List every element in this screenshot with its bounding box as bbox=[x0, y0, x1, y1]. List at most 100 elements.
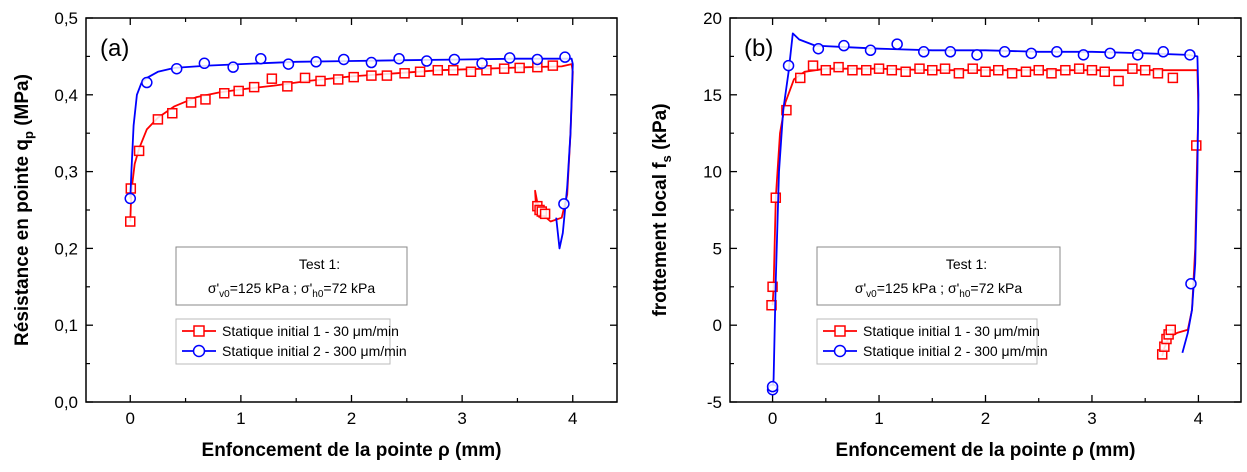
chart-a-y-tick-label: 0,5 bbox=[54, 9, 78, 28]
chart-b-x-tick-label: 1 bbox=[874, 409, 883, 428]
chart-b-series-1-marker bbox=[861, 64, 872, 76]
chart-b-series-2-marker bbox=[1077, 49, 1090, 61]
chart-a-series-2-marker bbox=[227, 61, 239, 73]
chart-a-series-1-marker bbox=[233, 85, 244, 97]
chart-a-series-2-marker bbox=[420, 55, 433, 67]
chart-b-series-1-marker bbox=[807, 60, 819, 71]
chart-b-series-1-marker bbox=[1046, 68, 1057, 79]
chart-a-series-1-marker bbox=[282, 81, 293, 92]
chart-b-series-2-marker bbox=[918, 46, 930, 58]
chart-a-series-1-marker bbox=[185, 97, 197, 108]
chart-b-series-1-marker bbox=[1073, 63, 1085, 74]
chart-b-info-line-2: σ'v0=125 kPa ; σ'h0=72 kPa bbox=[855, 280, 1023, 300]
chart-a-series-1-marker bbox=[348, 71, 359, 83]
chart-b-x-axis-title: Enfoncement de la pointe ρ (mm) bbox=[836, 440, 1136, 461]
chart-b-series-1-marker bbox=[1165, 324, 1176, 336]
chart-a-series-1-marker bbox=[547, 60, 559, 71]
chart-b-legend-marker-1 bbox=[834, 325, 846, 337]
chart-b-series-2-marker bbox=[891, 38, 903, 50]
chart-b-series-2-marker bbox=[1131, 49, 1144, 61]
chart-b-series-1-marker bbox=[833, 61, 844, 73]
chart-a-x-axis-title: Enfoncement de la pointe ρ (mm) bbox=[202, 440, 502, 461]
chart-a-series-1-marker bbox=[125, 216, 136, 227]
chart-a-series-2-marker bbox=[393, 52, 405, 65]
chart-b-series-1-marker bbox=[980, 66, 991, 78]
chart-a-series-2-marker bbox=[124, 192, 136, 205]
chart-b-series-2-marker bbox=[944, 46, 957, 58]
chart-b-series-1-marker bbox=[1191, 140, 1202, 151]
chart-a-info-line-1: Test 1: bbox=[299, 256, 340, 272]
chart-b-y-tick-label: 15 bbox=[703, 86, 722, 105]
chart-b-panel-label: (b) bbox=[744, 35, 773, 62]
chart-a-y-tick-label: 0,2 bbox=[54, 239, 78, 258]
chart-b-legend-label-2: Statique initial 2 - 300 μm/min bbox=[863, 343, 1048, 359]
chart-b-y-tick-label: 5 bbox=[713, 239, 722, 258]
chart-b-series-1-marker bbox=[1127, 63, 1138, 74]
chart-a-series-1-marker bbox=[514, 62, 525, 74]
chart-a: 0 1 2 3 4 0,0 0,1 0,2 0,3 0,4 0,5 Enfoncement de la… bbox=[0, 0, 624, 467]
chart-b-y-tick-label: -5 bbox=[707, 393, 722, 412]
chart-b-x-tick-label: 4 bbox=[1194, 409, 1203, 428]
chart-b-info-line-1: Test 1: bbox=[946, 256, 987, 272]
chart-a-x-tick-label: 0 bbox=[126, 409, 135, 428]
chart-a-info-line-2: σ'v0=125 kPa ; σ'h0=72 kPa bbox=[208, 280, 376, 300]
chart-a-legend-marker-2 bbox=[192, 344, 206, 358]
chart-b-series-1-marker bbox=[820, 64, 832, 76]
chart-b-x-tick-label: 0 bbox=[768, 409, 777, 428]
chart-a-x-tick-label: 2 bbox=[347, 409, 356, 428]
chart-a-series-1-marker bbox=[299, 72, 311, 84]
chart-a-legend-label-1: Statique initial 1 - 30 μm/min bbox=[222, 323, 399, 339]
chart-a-series-2-marker bbox=[170, 62, 183, 75]
chart-b-svg: 0 1 2 3 4 -5 0 5 10 15 20 Enfoncement de la pointe … bbox=[650, 9, 1242, 461]
chart-b-series-1-marker bbox=[1099, 66, 1110, 78]
chart-b-series-2-marker bbox=[1051, 46, 1063, 58]
chart-a-series-2-marker bbox=[365, 56, 378, 69]
chart-a-series-2-marker bbox=[503, 52, 516, 64]
chart-b-series-1-marker bbox=[1152, 68, 1164, 79]
chart-a-series-2-marker bbox=[310, 56, 322, 68]
chart-a-legend-label-2: Statique initial 2 - 300 μm/min bbox=[222, 343, 407, 359]
chart-a-series-2-marker bbox=[559, 51, 571, 63]
chart-b-series-1-marker bbox=[900, 66, 911, 78]
chart-a-panel-label: (a) bbox=[100, 35, 129, 62]
chart-b-series-1-marker bbox=[847, 64, 858, 76]
chart-b-legend-label-1: Statique initial 1 - 30 μm/min bbox=[863, 323, 1040, 339]
chart-a-series-1-marker bbox=[248, 81, 260, 93]
chart-a-series-1-marker bbox=[432, 64, 444, 76]
chart-b-series-1-marker bbox=[993, 64, 1004, 76]
chart-b-series-1-marker bbox=[886, 64, 898, 76]
chart-a-series-1 bbox=[125, 60, 574, 227]
chart-b-series-1-marker bbox=[795, 72, 806, 84]
chart-b-legend-marker-2 bbox=[833, 344, 847, 358]
chart-b-series-1-marker bbox=[1167, 72, 1179, 84]
chart-a-series-2-marker bbox=[338, 53, 350, 66]
chart-a-svg: 0 1 2 3 4 0,0 0,1 0,2 0,3 0,4 0,5 Enfoncement de la… bbox=[12, 9, 618, 461]
chart-b-plot-area bbox=[766, 32, 1202, 396]
chart-b-legend-box bbox=[816, 318, 1038, 365]
chart-b-x-tick-label: 3 bbox=[1087, 409, 1096, 428]
chart-a-legend-marker-1 bbox=[193, 325, 205, 337]
chart-b-series-2-marker bbox=[998, 46, 1011, 58]
chart-b-y-tick-label: 20 bbox=[703, 9, 722, 28]
chart-a-series-2-marker bbox=[255, 52, 267, 65]
chart-b-series-2-marker bbox=[838, 39, 850, 52]
chart-a-series-1-line bbox=[129, 63, 574, 223]
chart-b-series-1-marker bbox=[770, 192, 782, 203]
chart-a-y-tick-label: 0,1 bbox=[54, 316, 78, 335]
chart-a-series-1-marker bbox=[152, 114, 164, 125]
chart-b-series-1-marker bbox=[1086, 64, 1098, 76]
chart-b-series-2-marker bbox=[971, 49, 983, 61]
chart-a-series-1-marker bbox=[498, 63, 510, 74]
chart-b-series-1-marker bbox=[781, 104, 792, 116]
chart-b-series-1-marker bbox=[914, 63, 925, 74]
chart-b-series-2 bbox=[766, 32, 1200, 396]
chart-b-series-1 bbox=[766, 60, 1202, 360]
chart-b-series-1-marker bbox=[1020, 66, 1032, 78]
chart-a-series-2 bbox=[124, 51, 574, 250]
chart-a-series-1-marker bbox=[200, 94, 211, 105]
chart-a-info-box bbox=[175, 246, 408, 306]
chart-b-series-1-marker bbox=[1060, 64, 1071, 76]
chart-b-series-1-marker bbox=[967, 63, 978, 74]
chart-a-series-1-marker bbox=[366, 70, 377, 81]
chart-b-series-1-marker bbox=[1033, 64, 1044, 76]
